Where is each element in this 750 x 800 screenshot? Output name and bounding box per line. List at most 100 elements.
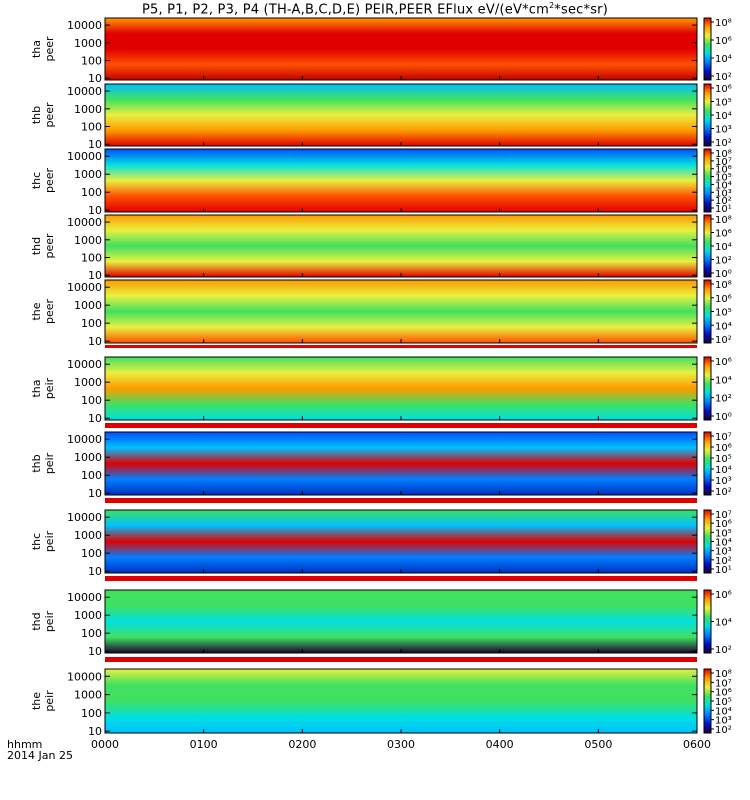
y-axis-label-species: peer <box>43 102 56 128</box>
colorbar-tick-label: 10³ <box>715 547 732 558</box>
y-axis-label-species: peir <box>43 610 56 632</box>
colorbar-tick-label: 10¹ <box>715 565 732 576</box>
y-tick-label: 100 <box>81 186 102 199</box>
colorbar-tick-label: 10² <box>715 725 732 736</box>
spectrogram-image <box>105 149 697 212</box>
y-tick-label: 100 <box>81 627 102 640</box>
y-axis-label-probe: the <box>30 302 43 320</box>
colorbar-tick-label: 10⁶ <box>715 590 732 601</box>
spectrogram-image <box>105 669 697 733</box>
y-tick-label: 1000 <box>74 234 102 247</box>
colorbar-tick-label: 10⁸ <box>715 669 732 680</box>
y-axis-label-species: peer <box>43 168 56 194</box>
colorbar-tick-label: 10² <box>715 72 732 83</box>
y-axis-label-species: peer <box>43 233 56 259</box>
colorbar-tick-label: 10¹ <box>715 204 732 215</box>
colorbar-tick-label: 10² <box>715 487 732 498</box>
y-tick-label: 100 <box>81 55 102 68</box>
y-tick-label: 10 <box>88 487 102 500</box>
panel-thd-peir: 10 100 1000 10000 thd peir 10² 10⁴ 10⁶ <box>30 589 732 658</box>
y-axis-label-species: peir <box>43 690 56 712</box>
colorbar-tick-label: 10³ <box>715 188 732 199</box>
y-tick-label: 10 <box>88 412 102 425</box>
colorbar <box>703 356 712 421</box>
y-tick-label: 1000 <box>74 103 102 116</box>
colorbar-tick-label: 10⁸ <box>715 280 732 291</box>
x-tick-label: 0100 <box>190 738 218 751</box>
spectrogram-image <box>105 357 697 420</box>
colorbar-tick-label: 10² <box>715 335 732 346</box>
title-superscript: 2 <box>548 1 555 10</box>
y-tick-label: 10000 <box>67 281 102 294</box>
colorbar-tick-label: 10⁶ <box>715 229 732 240</box>
colorbar <box>703 214 712 278</box>
colorbar-tick-label: 10⁷ <box>715 510 732 521</box>
y-tick-label: 10000 <box>67 85 102 98</box>
panel-thc-peir: 10 100 1000 10000 thc peir 10¹10²10³10⁴10⁵10⁶1… <box>30 509 732 578</box>
colorbar-tick-label: 10⁶ <box>715 357 732 368</box>
colorbar <box>703 589 712 654</box>
colorbar-tick-label: 10² <box>715 394 732 405</box>
y-axis-label-probe: the <box>30 692 43 710</box>
y-tick-label: 10 <box>88 204 102 217</box>
colorbar-tick-label: 10⁸ <box>715 18 732 29</box>
y-tick-label: 1000 <box>74 299 102 312</box>
colorbar-tick-label: 10⁶ <box>715 443 732 454</box>
colorbar-tick-label: 10⁴ <box>715 321 732 332</box>
spectrogram-image <box>105 590 697 653</box>
colorbar-tick-label: 10² <box>715 556 732 567</box>
y-axis-label-probe: thb <box>30 106 43 124</box>
colorbar-tick-label: 10² <box>715 645 732 656</box>
y-axis-label-probe: thc <box>30 172 43 189</box>
y-tick-label: 10000 <box>67 670 102 683</box>
colorbar-tick-label: 10⁴ <box>715 618 732 629</box>
x-tick-label: 0000 <box>91 738 119 751</box>
colorbar-tick-label: 10⁵ <box>715 308 732 319</box>
colorbar-tick-label: 10⁴ <box>715 706 732 717</box>
y-tick-label: 1000 <box>74 529 102 542</box>
colorbar-tick-label: 10⁰ <box>715 269 732 280</box>
y-tick-label: 1000 <box>74 376 102 389</box>
panel-separator <box>105 657 697 662</box>
y-axis-label-species: peir <box>43 452 56 474</box>
y-axis-label-probe: thc <box>30 533 43 550</box>
y-tick-label: 1000 <box>74 168 102 181</box>
y-tick-label: 1000 <box>74 689 102 702</box>
y-tick-label: 10000 <box>67 150 102 163</box>
y-tick-label: 100 <box>81 547 102 560</box>
colorbar <box>703 83 712 147</box>
plot-title: P5, P1, P2, P3, P4 (TH-A,B,C,D,E) PEIR,P… <box>0 1 750 17</box>
y-tick-label: 100 <box>81 121 102 134</box>
colorbar-tick-label: 10⁵ <box>715 173 732 184</box>
y-axis-label-species: peer <box>43 36 56 62</box>
colorbar <box>703 279 712 344</box>
colorbar-tick-label: 10⁶ <box>715 688 732 699</box>
y-tick-label: 10 <box>88 72 102 85</box>
y-tick-label: 10 <box>88 138 102 151</box>
colorbar-tick-label: 10² <box>715 138 732 149</box>
spectrogram-image <box>105 215 697 277</box>
y-axis-label-species: peer <box>43 299 56 325</box>
colorbar-tick-label: 10⁷ <box>715 157 732 168</box>
spectrogram-image <box>105 280 697 343</box>
panel-tha-peir: 10 100 1000 10000 tha peir 10⁰ 10² 10⁴ 10⁶ <box>30 356 732 425</box>
colorbar-tick-label: 10⁶ <box>715 84 732 95</box>
panel-separator <box>105 345 697 348</box>
colorbar-tick-label: 10⁴ <box>715 375 732 386</box>
colorbar-tick-label: 10⁴ <box>715 111 732 122</box>
colorbar-tick-label: 10⁶ <box>715 519 732 530</box>
y-axis-label-probe: tha <box>30 379 43 397</box>
colorbar-tick-label: 10⁷ <box>715 678 732 689</box>
colorbar-tick-label: 10² <box>715 256 732 267</box>
y-tick-label: 10000 <box>67 358 102 371</box>
y-tick-label: 10 <box>88 565 102 578</box>
colorbar-tick-label: 10⁶ <box>715 165 732 176</box>
panel-the-peir: 10 100 1000 10000 the peir 10²10³10⁴10⁵10⁶10⁷1… <box>30 668 732 738</box>
colorbar-tick-label: 10⁸ <box>715 149 732 160</box>
colorbar <box>703 148 712 213</box>
colorbar-tick-label: 10³ <box>715 716 732 727</box>
y-tick-label: 10 <box>88 335 102 348</box>
y-axis-label-probe: thb <box>30 454 43 472</box>
time-format-label: hhmm <box>7 738 43 751</box>
